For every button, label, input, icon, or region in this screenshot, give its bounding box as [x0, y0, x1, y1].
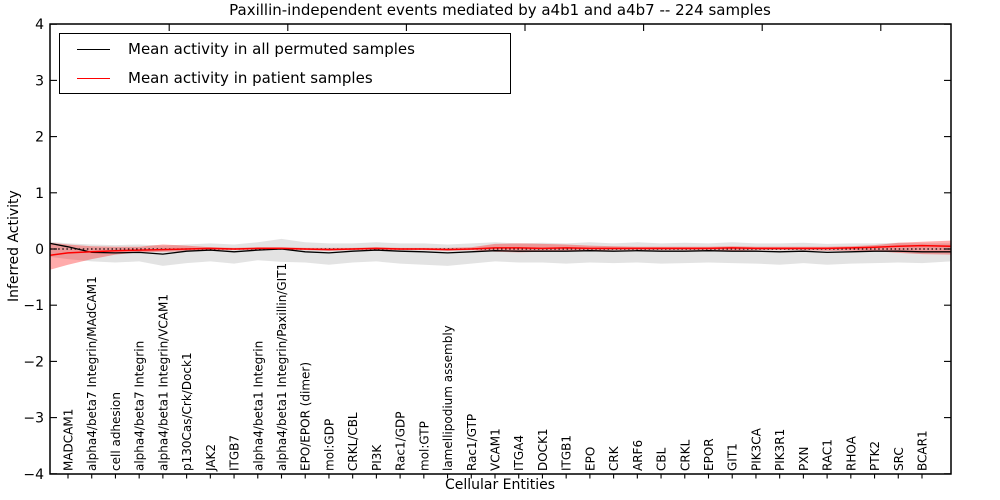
y-tick-label: 2: [35, 130, 44, 146]
red-line-swatch-icon: [77, 77, 110, 79]
x-tick-label: alpha4/beta7 Integrin: [133, 341, 147, 471]
legend-item-permuted: Mean activity in all permuted samples: [60, 38, 510, 60]
legend: Mean activity in all permuted samples Me…: [59, 33, 511, 94]
x-tick-label: lamellipodium assembly: [441, 325, 455, 471]
y-tick-label: 3: [35, 73, 44, 89]
y-tick-label: 1: [35, 186, 44, 202]
x-tick-label: VCAM1: [489, 428, 503, 471]
x-tick-label: mol:GDP: [322, 419, 336, 471]
x-tick-label: ITGB1: [560, 435, 574, 471]
x-tick-label: MADCAM1: [62, 409, 76, 471]
black-line-swatch-icon: [77, 48, 110, 50]
x-tick-label: BCAR1: [916, 430, 930, 471]
x-axis-title: Cellular Entities: [444, 477, 556, 493]
x-tick-label: RAC1: [821, 439, 835, 471]
x-tick-label: CRKL: [678, 439, 692, 471]
x-tick-label: p130Cas/Crk/Dock1: [180, 352, 194, 471]
x-tick-label: ARF6: [631, 440, 645, 471]
patient-mean-line: [50, 244, 951, 256]
x-tick-labels: MADCAM1 alpha4/beta7 Integrin/MAdCAM1 cell…: [62, 263, 930, 472]
x-tick-label: ITGA4: [512, 435, 526, 471]
x-tick-label: CBL: [655, 447, 669, 471]
x-tick-label: PIK3R1: [773, 429, 787, 471]
x-tick-label: alpha4/beta1 Integrin/VCAM1: [156, 294, 170, 471]
plot-box-outline: [49, 23, 952, 475]
y-tick-label: 4: [35, 17, 44, 33]
x-tick-label: PI3K: [370, 444, 384, 471]
y-tick-label: −1: [23, 298, 44, 314]
x-tick-label: EPO: [583, 447, 597, 471]
permuted-mean-line: [50, 242, 951, 255]
x-tick-label: alpha4/beta1 Integrin/Paxillin/GIT1: [275, 263, 289, 471]
y-tick-label: 0: [35, 242, 44, 258]
x-tick-label: Rac1/GDP: [394, 412, 408, 471]
x-tick-label: ITGB7: [228, 435, 242, 471]
x-tick-label: mol:GTP: [417, 421, 431, 471]
x-tick-label: Rac1/GTP: [465, 414, 479, 471]
x-tick-label: JAK2: [204, 444, 218, 472]
x-tick-label: EPO/EPOR (dimer): [299, 362, 313, 471]
y-tick-label: −2: [23, 354, 44, 370]
y-tick-label: −3: [23, 411, 44, 427]
chart-title: Paxillin-independent events mediated by …: [229, 1, 771, 19]
permuted-confidence-band: [50, 238, 951, 266]
x-tick-label: DOCK1: [536, 428, 550, 471]
x-tick-label: SRC: [892, 447, 906, 471]
x-tick-label: PTK2: [868, 441, 882, 471]
x-tick-label: GIT1: [726, 443, 740, 471]
y-tick-label: −4: [23, 467, 44, 483]
y-tick-labels: 4 3 2 1 0 −1 −2 −3 −4: [23, 17, 44, 483]
legend-label-patient: Mean activity in patient samples: [128, 69, 373, 87]
x-tick-label: RHOA: [844, 435, 858, 471]
x-tick-label: alpha4/beta1 Integrin: [251, 341, 265, 471]
x-tick-label: CRK: [607, 445, 621, 471]
x-tick-label: PIK3CA: [749, 427, 763, 471]
x-tick-label: alpha4/beta7 Integrin/MAdCAM1: [85, 276, 99, 471]
x-tick-label: cell adhesion: [109, 392, 123, 471]
x-tick-label: CRKL/CBL: [346, 412, 360, 471]
legend-item-patient: Mean activity in patient samples: [60, 67, 510, 89]
x-tick-label: PXN: [797, 447, 811, 471]
x-tick-label: EPOR: [702, 438, 716, 471]
legend-label-permuted: Mean activity in all permuted samples: [128, 40, 415, 58]
